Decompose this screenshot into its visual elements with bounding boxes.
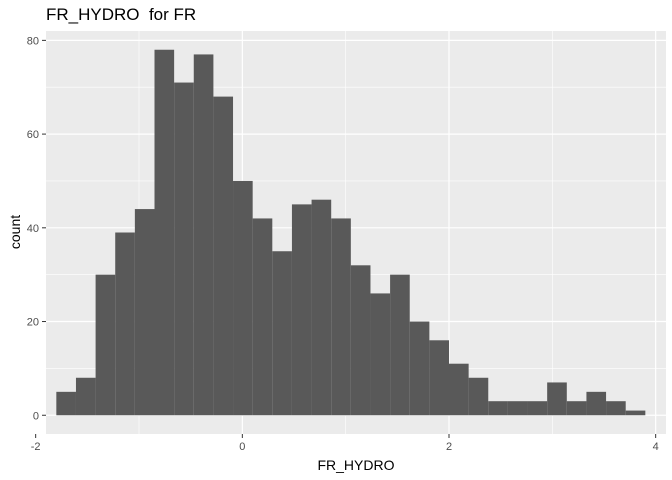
y-tick-label: 60 <box>27 129 39 141</box>
y-tick-label: 40 <box>27 223 39 235</box>
y-axis: 0 20 40 60 80 <box>27 35 46 422</box>
x-axis: -2 0 2 4 <box>31 434 659 453</box>
histogram-bar <box>56 391 76 416</box>
histogram-bar <box>272 251 292 416</box>
y-tick-label: 0 <box>33 410 39 422</box>
histogram-bar <box>390 274 410 416</box>
histogram-bar <box>409 321 430 416</box>
histogram-bar <box>115 232 135 416</box>
x-tick-label: 2 <box>446 441 452 453</box>
x-tick-label: -2 <box>31 441 41 453</box>
histogram-bar <box>449 363 469 416</box>
histogram-bar <box>75 377 96 416</box>
histogram-bar <box>468 377 489 416</box>
histogram-bar <box>547 382 567 416</box>
histogram-bar <box>370 293 391 416</box>
histogram-bar <box>134 209 155 416</box>
x-axis-title: FR_HYDRO <box>317 457 394 473</box>
histogram-bar <box>154 49 175 416</box>
histogram-bar <box>606 401 626 416</box>
histogram-bar <box>233 180 253 416</box>
histogram-bar <box>488 401 508 416</box>
y-tick-label: 80 <box>27 35 39 47</box>
histogram-bar <box>213 96 234 416</box>
histogram-bar <box>625 410 646 416</box>
bars <box>56 49 646 416</box>
histogram-bar <box>252 218 273 416</box>
y-tick-label: 20 <box>27 317 39 329</box>
histogram-bar <box>174 82 194 416</box>
histogram-bar <box>566 401 587 416</box>
histogram-bar <box>429 340 449 416</box>
chart-title: FR_HYDRO for FR <box>46 5 197 24</box>
x-tick-label: 0 <box>239 441 245 453</box>
histogram-bar <box>311 199 332 416</box>
y-axis-title: count <box>7 215 23 249</box>
histogram-bar <box>527 401 548 416</box>
histogram-bar <box>291 204 312 416</box>
histogram-bar <box>350 265 371 416</box>
histogram-bar <box>586 391 607 416</box>
x-tick-label: 4 <box>653 441 659 453</box>
histogram-bar <box>507 401 528 416</box>
histogram-bar <box>95 274 116 416</box>
histogram-bar <box>331 218 351 416</box>
histogram-bar <box>193 54 214 416</box>
